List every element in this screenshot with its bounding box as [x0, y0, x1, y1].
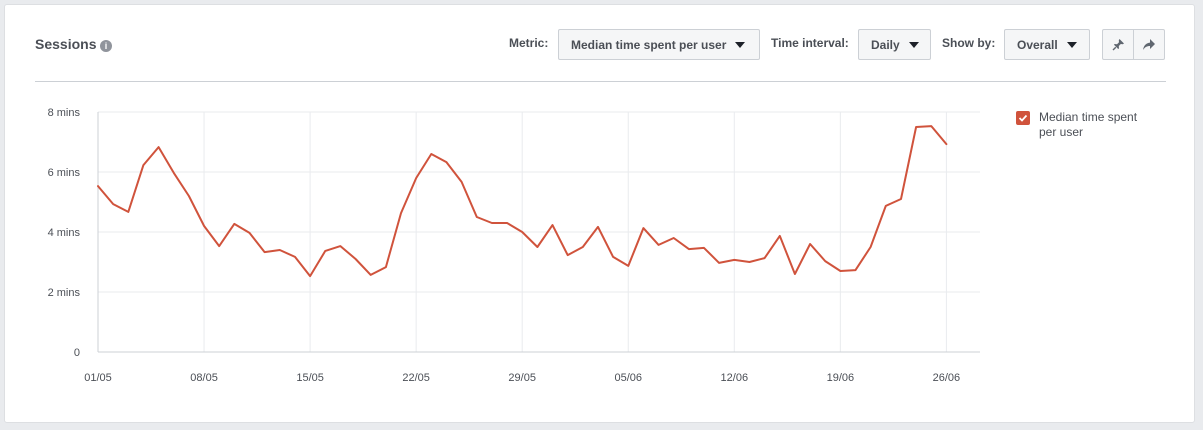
x-tick-label: 01/05 [84, 372, 112, 384]
x-axis: 01/05 08/05 15/05 22/05 29/05 05/06 12/06 19/06… [84, 372, 960, 384]
legend-label: Median time spent per user [1039, 110, 1138, 139]
chart-title: Sessions [35, 36, 97, 52]
metric-label: Metric: [509, 36, 549, 50]
y-axis: 0 2 mins 4 mins 6 mins 8 mins [48, 107, 81, 359]
interval-value: Daily [871, 37, 900, 52]
legend: Median time spent per user [1016, 110, 1149, 140]
pin-button[interactable] [1102, 29, 1134, 60]
x-tick-label: 19/06 [827, 372, 855, 384]
y-tick-label: 2 mins [48, 287, 81, 299]
metric-value: Median time spent per user [571, 37, 727, 52]
sessions-card: Sessions i Metric: Median time spent per… [4, 4, 1195, 423]
interval-label: Time interval: [771, 36, 849, 50]
pin-icon [1112, 39, 1124, 51]
grid [97, 111, 980, 353]
x-tick-label: 22/05 [402, 372, 430, 384]
checkmark-icon [1018, 114, 1028, 122]
x-tick-label: 26/06 [933, 372, 961, 384]
x-tick-label: 08/05 [190, 372, 218, 384]
series [97, 125, 948, 278]
x-tick-label: 05/06 [614, 372, 642, 384]
chevron-down-icon [735, 41, 746, 48]
y-tick-label: 4 mins [48, 227, 81, 239]
x-tick-label: 12/06 [721, 372, 749, 384]
y-tick-label: 8 mins [48, 107, 81, 119]
interval-dropdown[interactable]: Daily [858, 29, 931, 60]
y-tick-label: 6 mins [48, 167, 81, 179]
showby-label: Show by: [942, 36, 996, 50]
legend-checkbox[interactable] [1016, 111, 1030, 125]
series-line-median-time-spent [97, 125, 948, 278]
x-tick-label: 29/05 [508, 372, 536, 384]
share-icon [1143, 39, 1155, 50]
y-tick-label: 0 [74, 347, 80, 359]
x-tick-label: 15/05 [296, 372, 324, 384]
showby-dropdown[interactable]: Overall [1004, 29, 1090, 60]
info-icon[interactable]: i [100, 40, 112, 52]
metric-dropdown[interactable]: Median time spent per user [558, 29, 760, 60]
header-divider [35, 81, 1166, 82]
chevron-down-icon [908, 41, 919, 48]
showby-value: Overall [1017, 37, 1058, 52]
share-button[interactable] [1133, 29, 1165, 60]
chevron-down-icon [1066, 41, 1077, 48]
